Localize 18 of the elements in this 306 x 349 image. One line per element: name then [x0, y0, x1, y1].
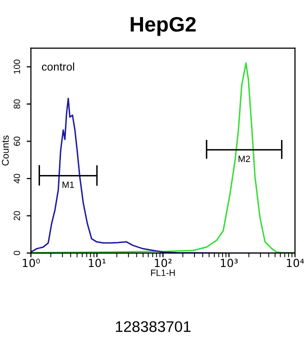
x-axis-title: FL1-H	[151, 270, 175, 276]
annotation: control	[42, 62, 74, 71]
x-tick-label: 10²	[154, 258, 172, 268]
y-axis-title: Counts	[2, 136, 9, 166]
y-tick-label: 20	[14, 211, 20, 220]
y-tick-label: 100	[14, 60, 20, 74]
series-label: M2	[238, 156, 250, 162]
x-tick-label: 10⁴	[286, 258, 304, 268]
series-label: M1	[62, 182, 74, 188]
y-tick-label: 0	[14, 250, 20, 256]
text: 128383701	[116, 321, 190, 332]
x-tick-label: 10⁰	[22, 258, 40, 268]
x-tick-label: 10³	[220, 258, 238, 268]
x-tick-label: 10¹	[88, 258, 106, 268]
y-tick-label: 80	[14, 99, 20, 109]
chart-title: HepG2	[130, 16, 196, 36]
y-tick-label: 40	[14, 174, 20, 184]
y-tick-label: 60	[14, 136, 20, 146]
